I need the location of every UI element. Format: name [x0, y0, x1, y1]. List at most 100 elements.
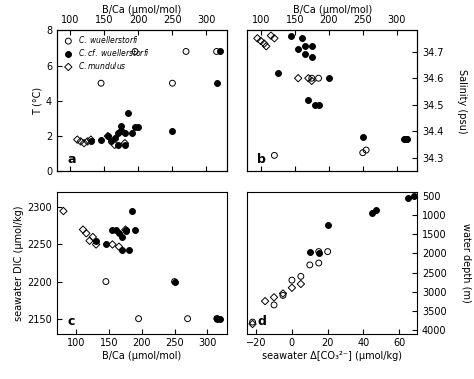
Point: [118, 128, 125, 134]
Point: [60, 208, 67, 214]
Point: [135, 124, 142, 130]
Point: [298, 35, 305, 41]
X-axis label: B/Ca (μmol/mol): B/Ca (μmol/mol): [102, 351, 182, 361]
Point: [122, 228, 129, 234]
Point: [315, 251, 322, 257]
X-axis label: seawater Δ[CO₃²⁻] (μmol/kg): seawater Δ[CO₃²⁻] (μmol/kg): [262, 351, 402, 361]
Point: [324, 222, 331, 228]
Point: [121, 142, 128, 148]
Point: [131, 227, 139, 233]
Point: [216, 49, 224, 55]
Point: [297, 281, 305, 287]
Point: [372, 207, 380, 213]
Point: [122, 227, 129, 233]
Point: [261, 298, 269, 304]
Point: [301, 43, 309, 49]
Point: [77, 138, 84, 144]
Point: [306, 249, 314, 255]
Point: [308, 78, 316, 84]
Point: [87, 138, 95, 144]
Point: [122, 227, 129, 233]
Point: [111, 142, 118, 148]
Point: [270, 302, 278, 308]
Point: [263, 43, 270, 49]
Text: d: d: [257, 315, 266, 328]
Point: [288, 33, 295, 39]
Point: [86, 238, 93, 244]
Point: [87, 136, 95, 143]
Y-axis label: water depth (m): water depth (m): [461, 223, 471, 303]
Point: [169, 128, 176, 134]
Point: [369, 210, 376, 216]
Point: [403, 136, 410, 143]
Point: [274, 70, 282, 76]
Point: [125, 110, 132, 116]
Point: [118, 122, 125, 128]
Point: [108, 138, 115, 144]
Point: [249, 319, 256, 325]
X-axis label: B/Ca (μmol/mol): B/Ca (μmol/mol): [292, 5, 372, 15]
Point: [213, 49, 220, 55]
Y-axis label: seawater DIC (μmol/kg): seawater DIC (μmol/kg): [14, 205, 24, 321]
Point: [404, 195, 412, 201]
Point: [301, 51, 309, 57]
Point: [115, 230, 123, 236]
Point: [288, 277, 296, 283]
Text: c: c: [67, 315, 74, 328]
Point: [324, 249, 331, 255]
Point: [82, 230, 90, 236]
Point: [73, 136, 81, 143]
Point: [279, 290, 287, 296]
Point: [315, 249, 322, 255]
Point: [184, 316, 191, 322]
Point: [131, 124, 139, 130]
Point: [403, 136, 410, 143]
Point: [121, 130, 128, 136]
Point: [128, 208, 136, 214]
Point: [118, 128, 125, 134]
Point: [171, 279, 178, 285]
Point: [400, 136, 407, 143]
Point: [311, 102, 319, 108]
Point: [97, 80, 105, 86]
Point: [213, 316, 221, 322]
Point: [308, 75, 316, 81]
Point: [115, 244, 123, 250]
Point: [254, 35, 261, 41]
Point: [89, 234, 97, 240]
Point: [260, 41, 268, 47]
Point: [213, 316, 221, 322]
Point: [109, 227, 116, 233]
Point: [114, 130, 122, 136]
Point: [257, 38, 264, 44]
Legend: $\it{C.}$ $\it{wuellerstorfi}$, $\it{C.cf.}$ $\it{wuellerstorfi}$, $\it{C.mundul: $\it{C.}$ $\it{wuellerstorfi}$, $\it{C.c…: [60, 33, 151, 72]
Point: [271, 35, 278, 41]
Point: [306, 262, 314, 268]
Point: [135, 316, 142, 322]
Point: [315, 75, 322, 81]
Point: [267, 33, 275, 39]
Point: [125, 247, 133, 254]
Point: [80, 140, 88, 146]
Y-axis label: Salinity (psu): Salinity (psu): [457, 69, 467, 133]
Point: [213, 316, 221, 322]
Point: [315, 260, 322, 266]
Point: [121, 140, 128, 146]
Point: [118, 247, 126, 253]
Point: [114, 142, 122, 148]
Point: [270, 294, 278, 300]
Point: [79, 227, 87, 233]
Point: [131, 49, 139, 55]
Point: [315, 102, 322, 108]
Point: [279, 292, 287, 298]
Point: [102, 279, 109, 285]
Point: [297, 273, 305, 279]
Point: [294, 75, 302, 81]
Point: [118, 234, 126, 240]
Point: [403, 136, 410, 143]
Point: [217, 316, 224, 322]
Text: a: a: [67, 153, 75, 166]
Point: [305, 97, 312, 103]
Point: [288, 285, 296, 291]
Point: [104, 133, 112, 139]
